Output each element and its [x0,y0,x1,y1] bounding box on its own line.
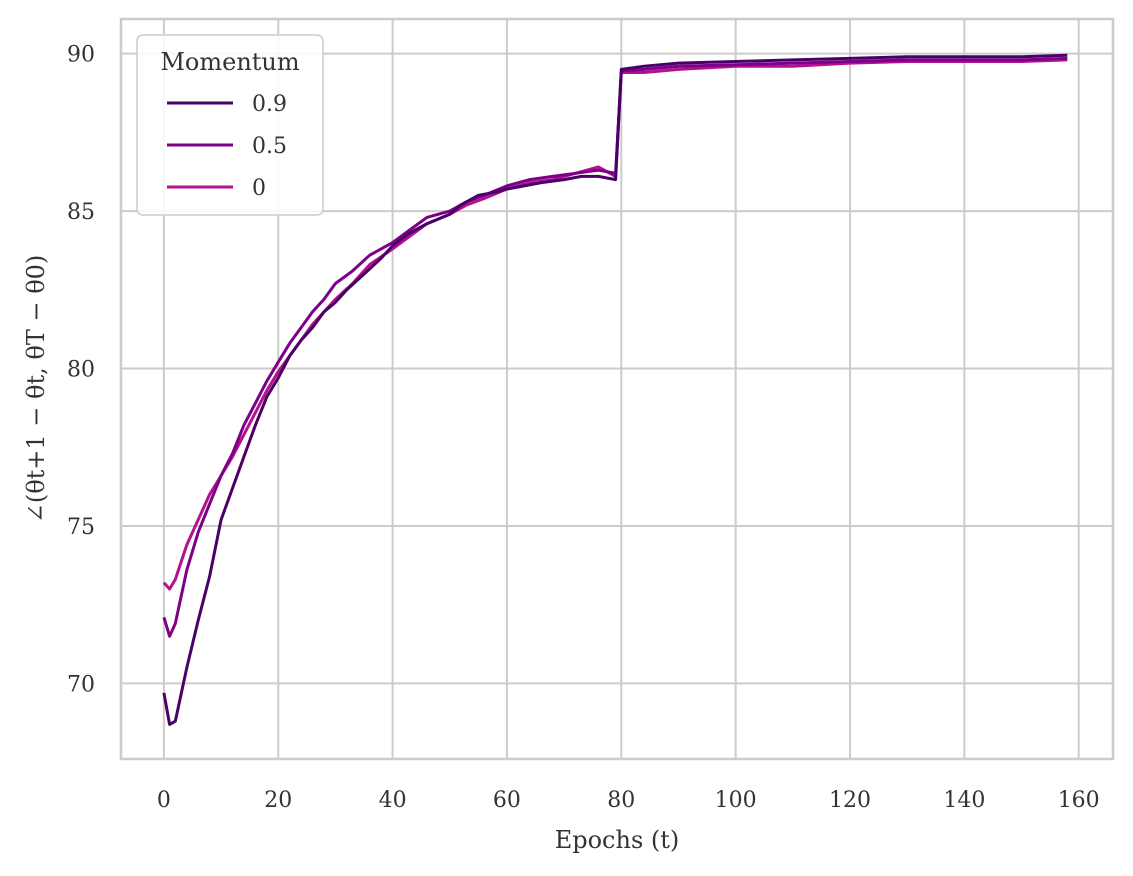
legend-box [136,34,324,216]
x-tick-label: 160 [1058,788,1100,813]
x-axis-label: Epochs (t) [555,826,680,854]
x-tick-label: 80 [607,788,635,813]
y-tick-label: 85 [67,200,95,225]
x-tick-label: 140 [943,788,985,813]
x-tick-label: 0 [157,788,171,813]
series-line-0.5 [162,56,1068,638]
y-tick-label: 90 [67,43,95,68]
legend: Momentum 0.9 0.5 0 [136,34,324,216]
legend-label-0: 0 [252,176,266,201]
y-axis-label: ∠(θt+1 − θt, θT − θ0) [22,255,50,524]
legend-title: Momentum [160,48,300,76]
x-tick-label: 20 [264,788,292,813]
legend-label-0.9: 0.9 [252,92,287,117]
x-tick-label: 60 [493,788,521,813]
x-tick-label: 100 [715,788,757,813]
plot-frame [119,17,1115,761]
y-tick-label: 75 [67,515,95,540]
x-tick-label: 120 [829,788,871,813]
x-tick-label: 40 [379,788,407,813]
legend-label-0.5: 0.5 [252,134,287,159]
series-line-0.9 [162,53,1068,726]
y-tick-label: 70 [67,672,95,697]
y-tick-label: 80 [67,358,95,383]
